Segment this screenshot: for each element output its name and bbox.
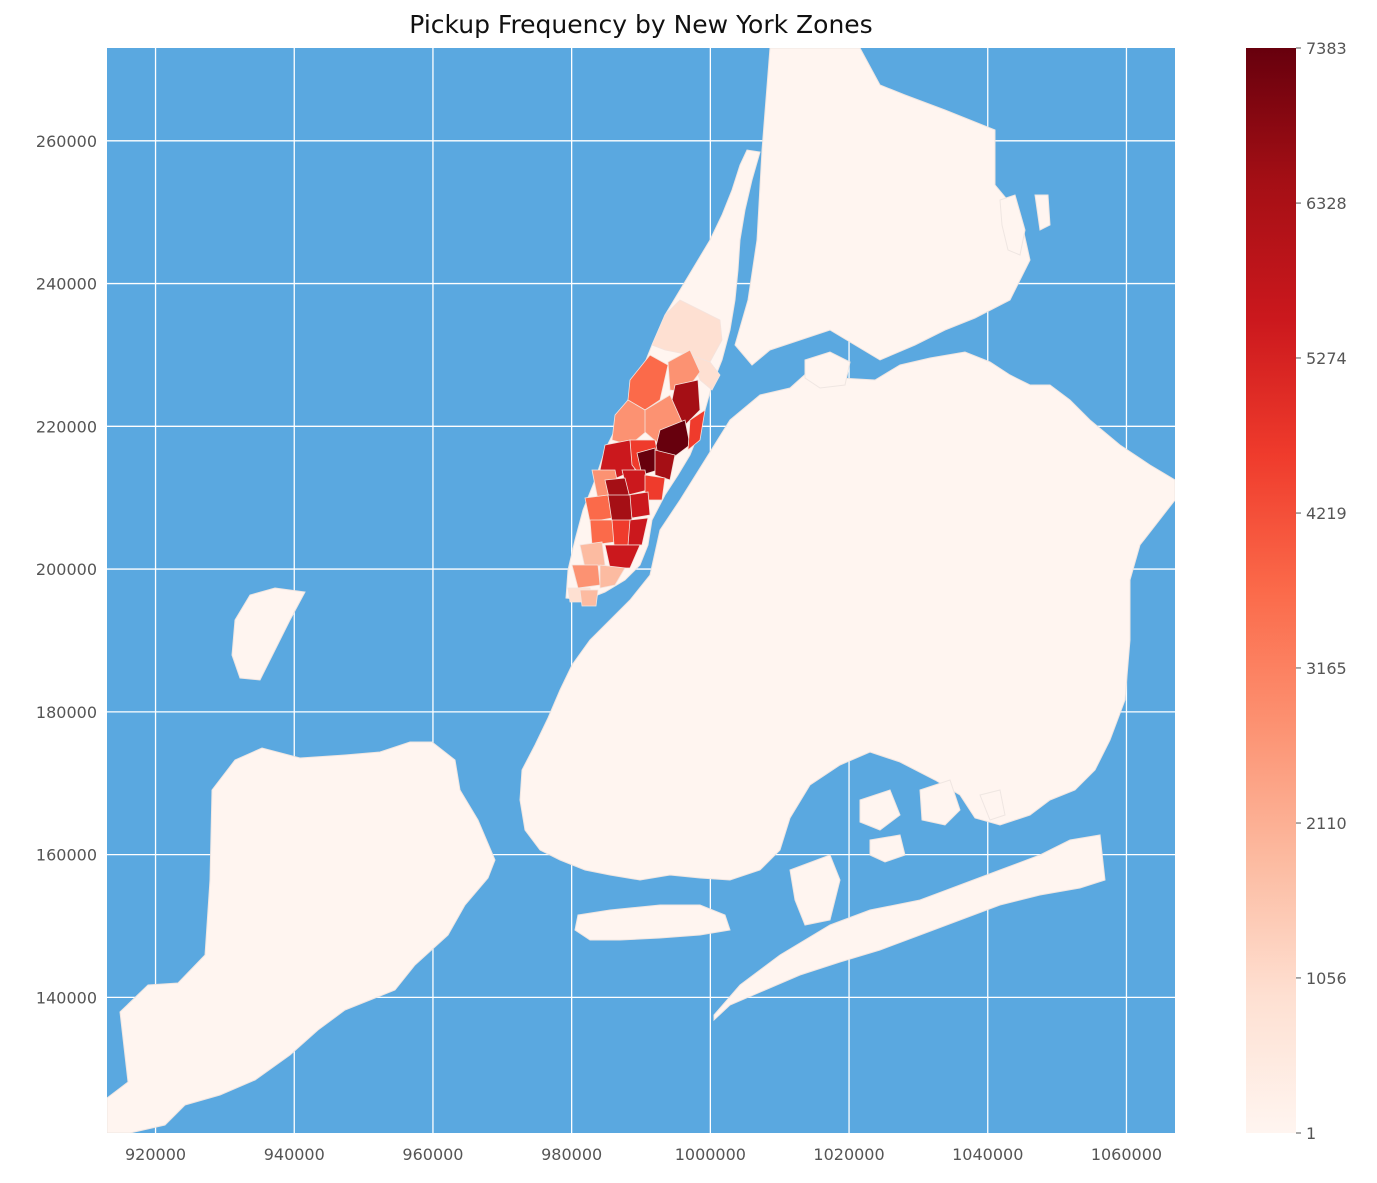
zone-union-sq [611,519,631,546]
colorbar-tick-label: 2110 [1306,814,1347,833]
x-tick-label: 1020000 [813,1145,884,1164]
zone-murray-hill [644,474,666,501]
x-tick-label: 1060000 [1091,1145,1162,1164]
x-tick-label: 1040000 [952,1145,1023,1164]
y-axis-ticks: 140000 160000 180000 200000 220000 240000 2600… [36,132,97,1008]
jamaica-bay-island [919,779,961,826]
zone-harlem [689,354,721,391]
y-tick-label: 220000 [36,417,97,436]
manhattan [565,149,761,607]
y-tick-label: 200000 [36,560,97,579]
y-tick-label: 160000 [36,846,97,865]
x-tick-label: 940000 [264,1145,325,1164]
jamaica-bay-island [979,789,1006,821]
colorbar-tick-label: 4219 [1306,504,1347,523]
chart-title: Pickup Frequency by New York Zones [409,10,873,39]
governors-island [231,587,306,681]
city-island [999,194,1026,256]
x-tick-label: 980000 [541,1145,602,1164]
x-tick-label: 920000 [125,1145,186,1164]
colorbar-ticks: 1 1056 2110 3165 4219 5274 6328 7383 [1296,39,1347,1143]
colorbar-tick-label: 6328 [1306,194,1347,213]
x-axis-ticks: 920000 940000 960000 980000 1000000 1020000 10… [125,1145,1162,1164]
zone-yorkville [687,409,706,451]
zone-battery [579,589,599,607]
zone-flatiron [607,494,633,523]
jamaica-bay-island [859,789,901,831]
y-tick-label: 140000 [36,988,97,1007]
zone-chinatown [599,564,626,589]
colorbar-gradient [1246,48,1296,1133]
zone-chelsea [584,494,613,523]
y-tick-label: 240000 [36,275,97,294]
zone-midtown-east [654,449,676,481]
zone-les [604,544,641,569]
land-layer [107,48,1175,1133]
colorbar-tick-label: 1 [1306,1124,1316,1143]
bronx [734,48,1031,366]
colorbar-tick-label: 1056 [1306,969,1347,988]
rockaway-peninsula [713,834,1106,1022]
colorbar-tick-label: 7383 [1306,39,1347,58]
zone-soho [579,541,606,569]
rikers-island [804,351,851,389]
coney-island [574,904,731,941]
hart-island [1034,194,1051,231]
y-tick-label: 260000 [36,132,97,151]
colorbar: 1 1056 2110 3165 4219 5274 6328 7383 [1246,39,1347,1143]
zone-upper-manhattan [651,299,723,363]
staten-island [107,741,496,1133]
queens-brooklyn [519,351,1175,881]
colorbar-tick-label: 3165 [1306,659,1347,678]
zone-greenwich-village [589,519,616,546]
x-tick-label: 1000000 [675,1145,746,1164]
jamaica-bay-island [869,834,906,863]
jamaica-bay-island [789,854,841,926]
x-tick-label: 960000 [402,1145,463,1164]
colorbar-tick-label: 5274 [1306,349,1347,368]
y-tick-label: 180000 [36,703,97,722]
